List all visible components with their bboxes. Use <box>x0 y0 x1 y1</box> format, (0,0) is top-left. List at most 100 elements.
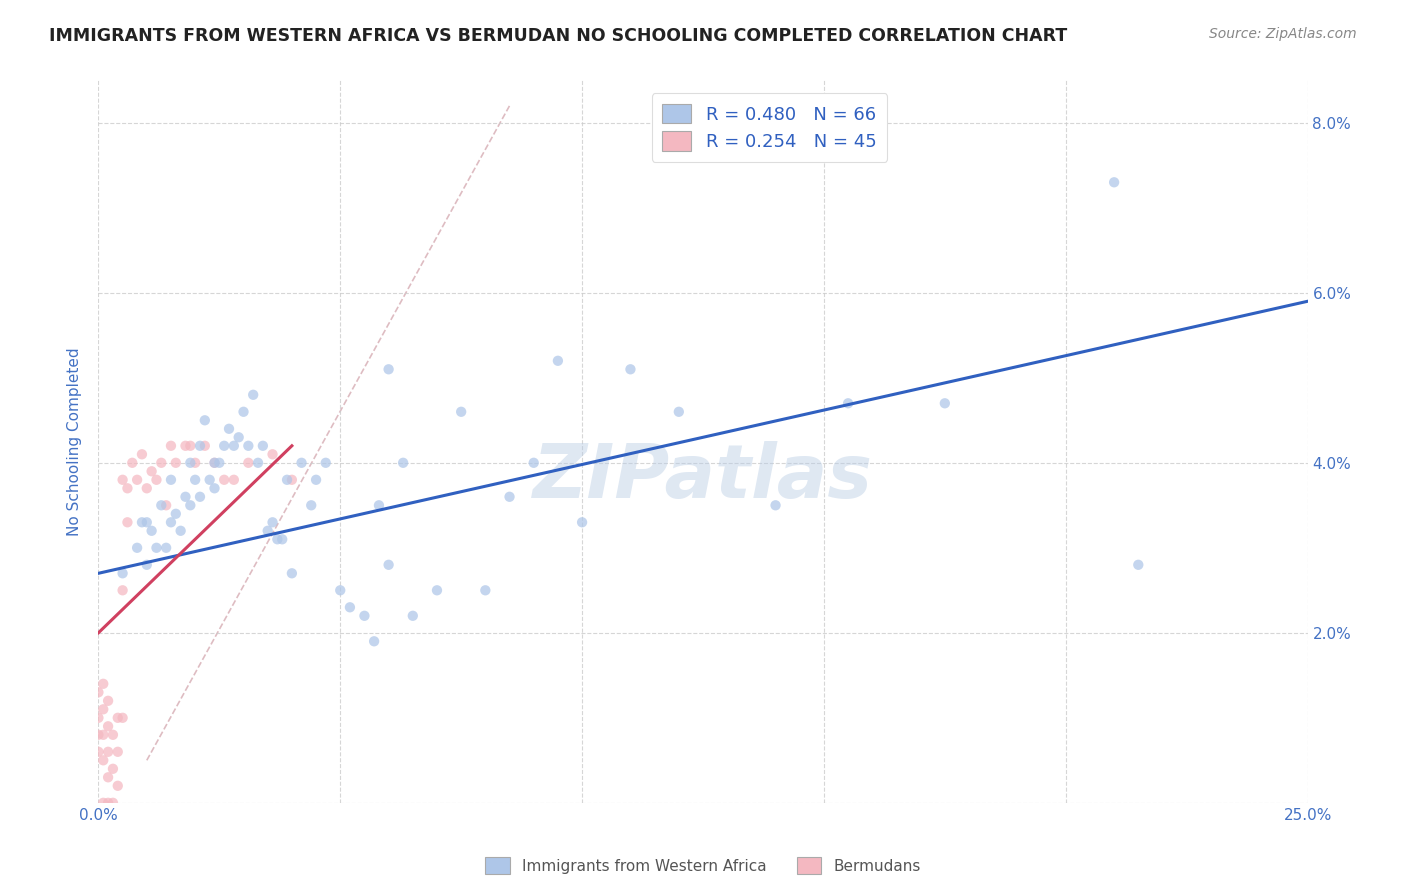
Point <box>97 694 120 708</box>
Point <box>87 745 110 759</box>
Point <box>426 583 449 598</box>
Point <box>353 608 375 623</box>
Point <box>222 439 245 453</box>
Point <box>150 498 173 512</box>
Point <box>262 516 284 530</box>
Point <box>188 490 211 504</box>
Point <box>208 456 231 470</box>
Point <box>218 422 240 436</box>
Point <box>117 516 139 530</box>
Point <box>155 541 177 555</box>
Point <box>145 541 167 555</box>
Point <box>97 745 120 759</box>
Point <box>135 481 157 495</box>
Legend: R = 0.480   N = 66, R = 0.254   N = 45: R = 0.480 N = 66, R = 0.254 N = 45 <box>651 93 887 161</box>
Point <box>450 405 472 419</box>
Point <box>179 498 201 512</box>
Point <box>339 600 361 615</box>
Point <box>247 456 270 470</box>
Point <box>169 524 191 538</box>
Point <box>242 388 264 402</box>
Point <box>87 685 110 699</box>
Point <box>498 490 520 504</box>
Point <box>212 439 235 453</box>
Point <box>204 456 226 470</box>
Point <box>271 533 294 547</box>
Point <box>281 473 304 487</box>
Point <box>97 770 120 784</box>
Point <box>101 728 124 742</box>
Point <box>523 456 546 470</box>
Point <box>107 711 129 725</box>
Point <box>571 516 593 530</box>
Point <box>238 456 260 470</box>
Point <box>290 456 312 470</box>
Point <box>145 473 167 487</box>
Point <box>281 566 304 581</box>
Point <box>97 719 120 733</box>
Point <box>135 516 157 530</box>
Point <box>117 481 139 495</box>
Point <box>837 396 859 410</box>
Point <box>188 439 211 453</box>
Point <box>141 524 163 538</box>
Point <box>91 702 114 716</box>
Point <box>131 447 153 461</box>
Point <box>91 753 114 767</box>
Legend: Immigrants from Western Africa, Bermudans: Immigrants from Western Africa, Bermudan… <box>479 851 927 880</box>
Point <box>131 516 153 530</box>
Point <box>474 583 496 598</box>
Point <box>377 362 399 376</box>
Point <box>222 473 245 487</box>
Point <box>194 413 217 427</box>
Point <box>934 396 956 410</box>
Point <box>619 362 641 376</box>
Point <box>212 473 235 487</box>
Point <box>547 353 569 368</box>
Point <box>155 498 177 512</box>
Point <box>204 456 226 470</box>
Point <box>174 439 197 453</box>
Point <box>668 405 690 419</box>
Point <box>368 498 391 512</box>
Point <box>107 745 129 759</box>
Point <box>111 473 134 487</box>
Point <box>141 464 163 478</box>
Point <box>1102 175 1125 189</box>
Point <box>1128 558 1150 572</box>
Point <box>276 473 298 487</box>
Point <box>150 456 173 470</box>
Point <box>91 796 114 810</box>
Point <box>256 524 278 538</box>
Point <box>765 498 787 512</box>
Point <box>402 608 425 623</box>
Point <box>160 473 183 487</box>
Point <box>179 456 201 470</box>
Point <box>91 677 114 691</box>
Point <box>315 456 337 470</box>
Point <box>238 439 260 453</box>
Point <box>194 439 217 453</box>
Point <box>91 728 114 742</box>
Point <box>305 473 328 487</box>
Point <box>174 490 197 504</box>
Text: Source: ZipAtlas.com: Source: ZipAtlas.com <box>1209 27 1357 41</box>
Point <box>329 583 352 598</box>
Point <box>184 473 207 487</box>
Point <box>121 456 143 470</box>
Point <box>87 728 110 742</box>
Point <box>127 473 149 487</box>
Point <box>392 456 415 470</box>
Point <box>184 456 207 470</box>
Point <box>101 796 124 810</box>
Point <box>252 439 274 453</box>
Y-axis label: No Schooling Completed: No Schooling Completed <box>67 347 83 536</box>
Point <box>198 473 221 487</box>
Point <box>299 498 322 512</box>
Point <box>127 541 149 555</box>
Point <box>107 779 129 793</box>
Text: ZIPatlas: ZIPatlas <box>533 442 873 514</box>
Text: IMMIGRANTS FROM WESTERN AFRICA VS BERMUDAN NO SCHOOLING COMPLETED CORRELATION CH: IMMIGRANTS FROM WESTERN AFRICA VS BERMUD… <box>49 27 1067 45</box>
Point <box>87 711 110 725</box>
Point <box>97 796 120 810</box>
